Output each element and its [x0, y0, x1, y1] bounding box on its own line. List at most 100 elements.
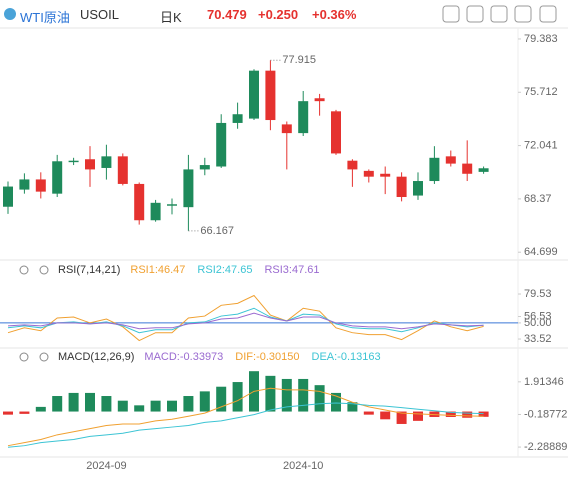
settings-icon[interactable]	[39, 265, 49, 275]
symbol-icon	[4, 8, 16, 20]
candle-body	[3, 186, 13, 207]
price: 70.479	[207, 7, 247, 22]
macd-line	[7, 402, 484, 448]
candle-body	[429, 157, 440, 182]
candle-body	[232, 114, 243, 123]
y-tick-label: 33.52	[524, 333, 552, 345]
tool-button[interactable]	[539, 5, 557, 23]
candle-body	[101, 156, 112, 168]
macd-bar	[199, 391, 210, 412]
macd-bar	[445, 411, 456, 417]
y-tick-label: 64.699	[524, 246, 558, 258]
macd-bar	[462, 411, 473, 418]
macd-bar	[216, 386, 227, 412]
candle-body	[331, 111, 341, 154]
y-tick-label: 79.53	[524, 288, 552, 300]
rsi-line	[7, 307, 484, 334]
candle-body	[281, 124, 292, 134]
legend-entry: DIF:-0.30150	[235, 351, 299, 363]
candle-body	[167, 204, 177, 206]
candle-body	[347, 160, 358, 170]
candle-body	[199, 165, 210, 170]
macd-bar	[232, 382, 243, 412]
macd-bar	[478, 411, 489, 417]
macd-bar	[396, 411, 407, 424]
macd-bar	[167, 400, 177, 412]
macd-bar	[380, 411, 391, 420]
macd-bar	[183, 396, 194, 412]
macd-bar	[331, 392, 341, 412]
toolbar[interactable]	[442, 5, 557, 23]
y-tick-label: 75.712	[524, 86, 558, 98]
macd-bar	[413, 411, 423, 421]
tool-button[interactable]	[514, 5, 532, 23]
macd-bar	[347, 402, 358, 412]
macd-bar	[68, 392, 79, 412]
macd-bar	[52, 396, 63, 412]
candle-body	[396, 176, 407, 198]
low-annotation: 66.167	[200, 225, 234, 237]
candle-body	[314, 98, 325, 102]
panel-title: MACD(12,26,9)	[58, 351, 134, 363]
macd-bar	[134, 405, 145, 412]
macd-bar	[298, 378, 309, 412]
macd-bar	[19, 411, 30, 414]
candle-body	[249, 70, 259, 119]
candle-body	[380, 173, 391, 177]
candle-body	[265, 70, 276, 121]
macd-bar	[314, 385, 325, 412]
candle-body	[478, 168, 489, 172]
panel-icons[interactable]	[19, 265, 49, 362]
settings-icon[interactable]	[39, 352, 49, 362]
x-tick-label: 2024-09	[86, 460, 126, 472]
candle-body	[19, 179, 30, 190]
candle-body	[462, 163, 473, 174]
panel-title: RSI(7,14,21)	[58, 264, 120, 276]
legend-entry: MACD:-0.33973	[144, 351, 223, 363]
tool-button[interactable]	[442, 5, 460, 23]
high-annotation: 77.915	[282, 54, 316, 66]
macd-bar	[3, 411, 13, 415]
legend-entry: RSI2:47.65	[197, 264, 252, 276]
tool-button[interactable]	[490, 5, 508, 23]
candle-body	[363, 170, 374, 177]
macd-bar	[150, 400, 161, 412]
rsi-line	[7, 294, 484, 342]
header: WTI原油 USOIL 日K 70.479 +0.250 +0.36%	[0, 0, 568, 28]
macd-bar	[363, 411, 374, 415]
candle-body	[298, 101, 309, 134]
macd-bar	[85, 392, 95, 412]
macd-bar	[101, 396, 112, 412]
candle-body	[68, 160, 79, 163]
macd-bar	[265, 375, 276, 412]
candle-body	[134, 183, 145, 221]
tool-button[interactable]	[466, 5, 484, 23]
macd-line	[7, 387, 484, 447]
legend-entry: RSI3:47.61	[264, 264, 319, 276]
y-tick-label: -2.28889	[524, 441, 567, 453]
settings-icon[interactable]	[19, 352, 29, 362]
candle-body	[216, 122, 227, 167]
code[interactable]: USOIL	[80, 7, 120, 22]
legend-entry: RSI1:46.47	[130, 264, 185, 276]
candle-body	[35, 179, 46, 192]
change-pct: +0.36%	[312, 7, 357, 22]
period[interactable]: 日K	[160, 10, 182, 25]
candle-body	[85, 159, 95, 170]
macd-bar	[35, 406, 46, 412]
rsi-line	[7, 312, 484, 330]
candle-body	[52, 161, 63, 194]
y-tick-label: 1.91346	[524, 376, 564, 388]
change: +0.250	[258, 7, 299, 22]
y-tick-label: 72.041	[524, 139, 558, 151]
candle-body	[445, 156, 456, 164]
y-tick-label: -0.18772	[524, 408, 567, 420]
settings-icon[interactable]	[19, 265, 29, 275]
macd-bar	[281, 378, 292, 412]
legend-entry: DEA:-0.13163	[312, 351, 381, 363]
candle-body	[183, 169, 194, 208]
symbol[interactable]: WTI原油	[20, 10, 70, 25]
candle-body	[117, 156, 128, 184]
